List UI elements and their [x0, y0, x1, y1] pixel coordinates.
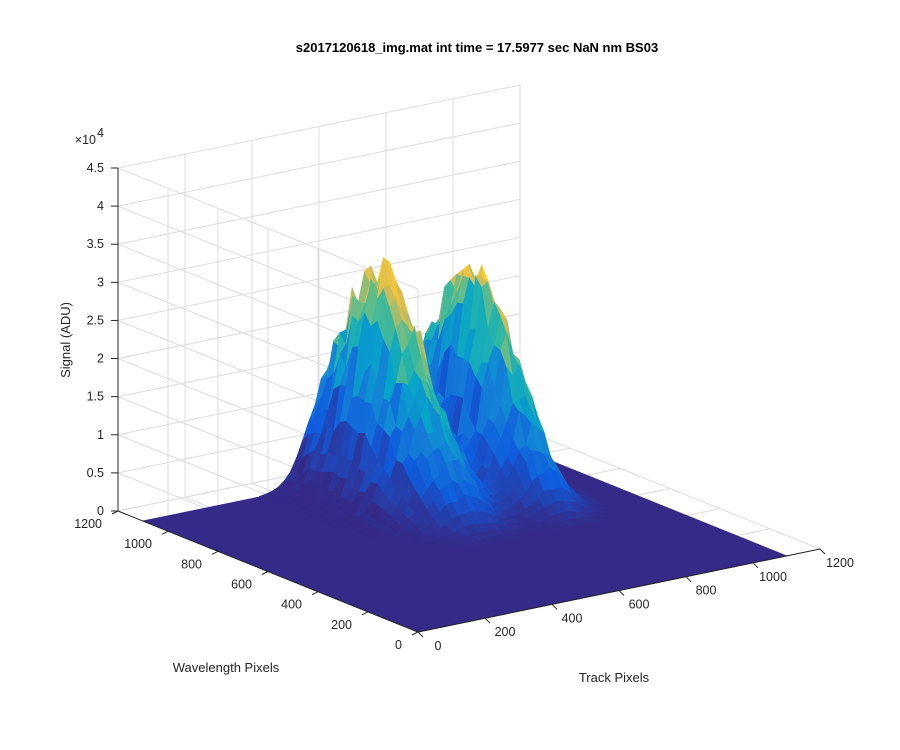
x-tick-mark — [819, 548, 826, 555]
y-tick-label: 800 — [181, 557, 202, 571]
wall-gridline-z — [117, 160, 521, 245]
y-axis-label: Wavelength Pixels — [173, 660, 280, 675]
x-tick-label: 200 — [495, 625, 516, 639]
tick-labels: 0200400600800100012000200400600800100012… — [74, 161, 854, 653]
z-tick-label: 0 — [97, 504, 104, 518]
y-tick-label: 1200 — [74, 517, 102, 531]
z-tick-label: 1.5 — [87, 390, 104, 404]
y-tick-mark — [161, 530, 169, 535]
x-tick-mark — [752, 562, 759, 569]
wall-gridline-z — [117, 236, 521, 321]
surface-patch — [593, 516, 608, 522]
z-tick-label: 4 — [97, 199, 104, 213]
wall-gridline-z — [117, 122, 521, 207]
surface-patch — [580, 493, 594, 497]
x-tick-label: 600 — [629, 598, 650, 612]
y-tick-label: 1000 — [124, 537, 152, 551]
x-tick-label: 1000 — [759, 570, 787, 584]
z-tick-label: 2.5 — [87, 313, 104, 327]
z-tick-label: 3 — [97, 275, 104, 289]
z-tick-label: 4.5 — [87, 161, 104, 175]
surface-patch — [593, 504, 608, 510]
x-tick-label: 400 — [562, 611, 583, 625]
surface-patch — [592, 512, 608, 517]
y-tick-mark — [411, 631, 419, 636]
wall-gridline-z — [117, 198, 521, 283]
y-tick-label: 400 — [281, 598, 302, 612]
z-exponent-base: ×10 — [75, 133, 96, 147]
x-tick-label: 800 — [696, 584, 717, 598]
x-tick-mark — [551, 603, 558, 610]
x-tick-mark — [484, 617, 491, 624]
axes — [111, 167, 826, 638]
y-tick-mark — [361, 611, 369, 616]
y-tick-label: 600 — [231, 578, 252, 592]
x-tick-mark — [685, 576, 692, 583]
chart-title: s2017120618_img.mat int time = 17.5977 s… — [296, 40, 658, 55]
surface — [141, 257, 789, 633]
surface-patch — [592, 508, 608, 514]
z-axis-label: Signal (ADU) — [58, 302, 73, 378]
x-tick-label: 1200 — [826, 556, 854, 570]
x-tick-mark — [417, 631, 424, 638]
z-exponent-power: 4 — [97, 126, 104, 140]
x-tick-mark — [618, 590, 625, 596]
surface-patch — [593, 501, 607, 506]
y-tick-mark — [311, 591, 319, 596]
z-tick-label: 1 — [97, 428, 104, 442]
z-tick-label: 0.5 — [87, 466, 104, 480]
wall-gridline-z — [117, 84, 521, 169]
y-tick-mark — [261, 571, 269, 575]
x-axis-label: Track Pixels — [579, 670, 650, 685]
y-tick-label: 200 — [331, 618, 352, 632]
z-tick-label: 2 — [97, 352, 104, 366]
x-tick-label: 0 — [435, 639, 442, 653]
y-tick-mark — [211, 550, 219, 555]
y-tick-label: 0 — [395, 638, 402, 652]
z-tick-label: 3.5 — [87, 237, 104, 251]
surface-patch — [507, 533, 522, 540]
